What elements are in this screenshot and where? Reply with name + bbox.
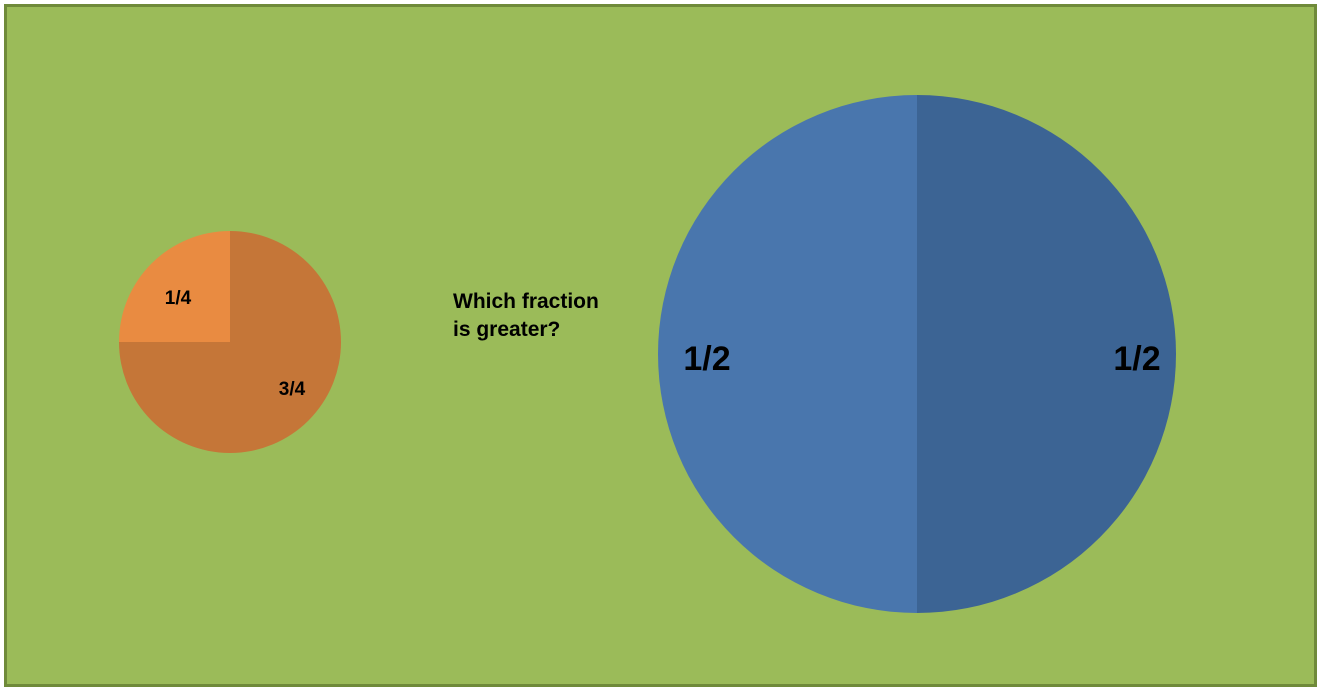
- question-line-2: is greater?: [453, 318, 561, 341]
- small-pie-slice-2: [119, 231, 341, 453]
- large-pie-slice-1: [917, 95, 1176, 613]
- small-pie-label-2: 3/4: [279, 379, 306, 400]
- small-pie-label-1: 1/4: [165, 288, 192, 309]
- large-pie-slice-2: [658, 95, 917, 613]
- large-pie: 1/2 1/2: [658, 95, 1176, 613]
- small-pie: 1/4 3/4: [119, 231, 341, 453]
- question-line-1: Which fraction: [453, 290, 599, 313]
- small-pie-slice-1: [119, 231, 230, 342]
- large-pie-label-2: 1/2: [683, 340, 730, 378]
- large-pie-label-1: 1/2: [1113, 340, 1160, 378]
- question-text: Which fraction is greater?: [453, 288, 673, 344]
